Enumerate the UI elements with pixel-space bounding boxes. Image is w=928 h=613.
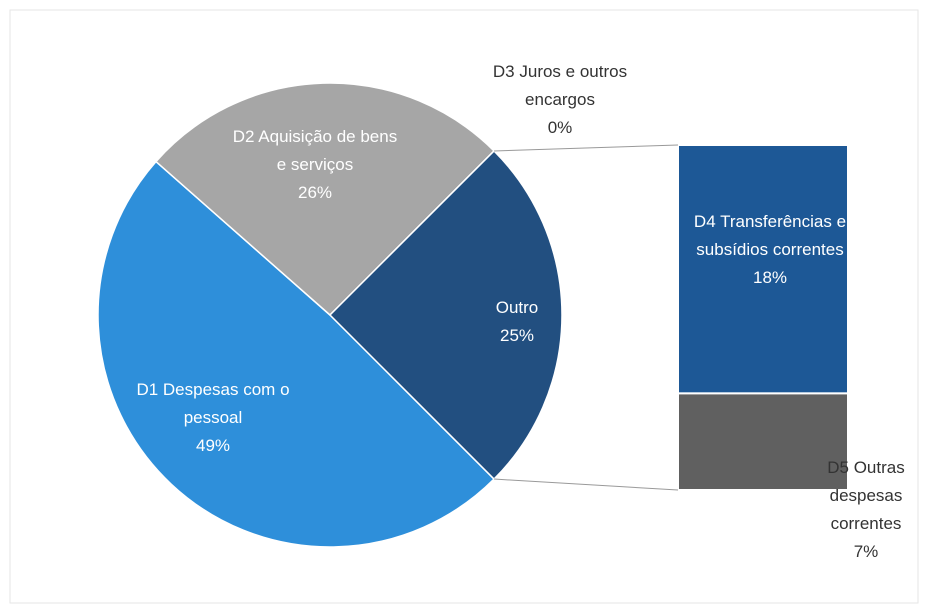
label-text: D5 Outras despesas correntes	[827, 458, 905, 533]
bar-segment	[677, 392, 849, 491]
pie-slice	[154, 82, 496, 317]
data-label: D3 Juros e outros encargos 0%	[465, 58, 655, 142]
data-label: D5 Outras despesas correntes 7%	[806, 454, 926, 566]
label-text: 7%	[853, 542, 879, 561]
label-text: D4 Transferências e subsídios correntes	[693, 212, 847, 259]
connector	[494, 478, 679, 491]
label-text: D1 Despesas com o pessoal	[136, 380, 290, 427]
label-text: Outro	[495, 298, 539, 317]
label-text: 26%	[297, 183, 333, 202]
label-text: D2 Aquisição de bens e serviços	[232, 127, 398, 174]
label-text: 0%	[547, 118, 573, 137]
bar-segment	[677, 144, 849, 395]
label-text: 18%	[752, 268, 788, 287]
label-text: 49%	[195, 436, 231, 455]
data-label: D2 Aquisição de bens e serviços 26%	[230, 123, 400, 207]
data-label: D1 Despesas com o pessoal 49%	[128, 376, 298, 460]
data-label: D4 Transferências e subsídios correntes 1…	[683, 208, 858, 292]
pie-slice	[97, 160, 496, 548]
label-text: D3 Juros e outros encargos	[492, 62, 628, 109]
connector	[494, 144, 679, 152]
label-text: 25%	[499, 326, 535, 345]
data-label: Outro 25%	[472, 294, 562, 350]
pie-slice	[328, 149, 563, 481]
